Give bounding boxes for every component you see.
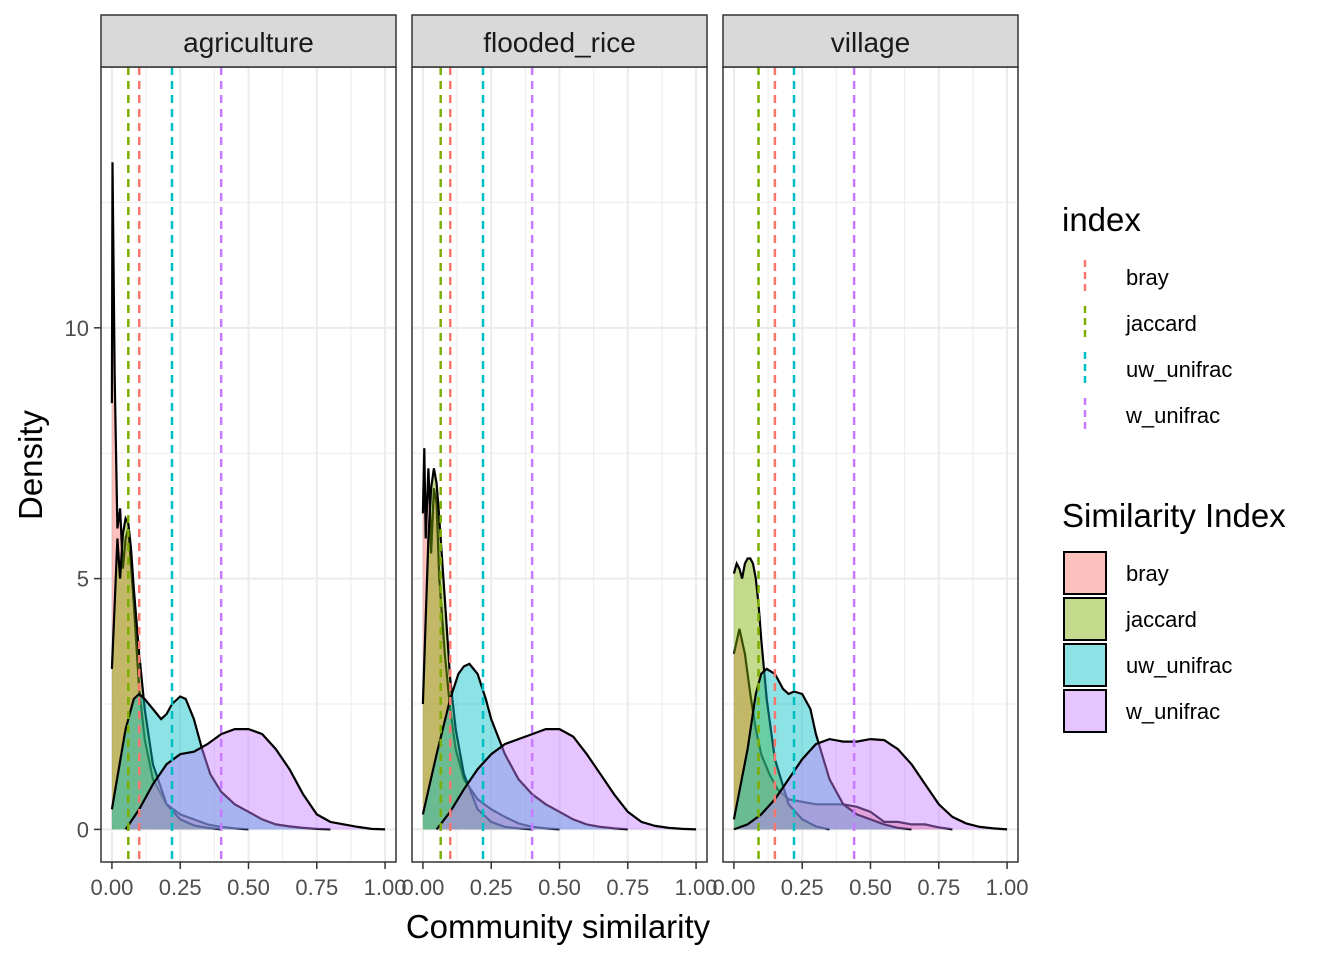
density-line-bray	[732, 628, 953, 831]
legend-swatch-bg	[1064, 598, 1106, 640]
x-tick-label: 0.50	[849, 875, 892, 900]
legend-index-label-uw_unifrac: uw_unifrac	[1126, 357, 1232, 382]
panel-content	[421, 67, 697, 862]
density-area-uw_unifrac	[733, 668, 912, 830]
density-line-w_unifrac	[124, 728, 386, 831]
legend-swatch-bg	[1064, 644, 1106, 686]
density-line-uw_unifrac	[732, 667, 912, 831]
facet-strip	[722, 14, 1019, 68]
x-tick-label: 0.00	[91, 875, 134, 900]
y-tick-label: 5	[77, 567, 89, 592]
panel-content	[732, 67, 1008, 862]
facet-strip	[411, 14, 708, 68]
legend-index-label-bray: bray	[1126, 265, 1169, 290]
legend-swatch-bray	[1063, 551, 1107, 595]
facet-strip-label: agriculture	[183, 27, 314, 58]
x-tick-label: 0.00	[713, 875, 756, 900]
x-tick-label: 0.75	[295, 875, 338, 900]
density-line-jaccard	[421, 468, 533, 831]
x-tick-label: 0.75	[606, 875, 649, 900]
legend-index-title: index	[1062, 201, 1141, 238]
density-area-jaccard	[111, 518, 222, 830]
legend-index-label-w_unifrac: w_unifrac	[1125, 403, 1220, 428]
legend-similarity-index: Similarity Index bray jaccard uw_unifrac w_…	[1062, 497, 1286, 733]
density-area-w_unifrac	[733, 739, 1008, 830]
density-line-jaccard	[110, 515, 222, 831]
legend-swatch-jaccard	[1063, 597, 1107, 641]
y-axis-title: Density	[12, 409, 49, 520]
y-axis: 0 5 10	[65, 316, 101, 842]
density-area-w_unifrac	[436, 729, 697, 830]
density-line-uw_unifrac	[110, 692, 331, 831]
x-tick-label: 1.00	[675, 875, 718, 900]
density-area-bray	[111, 162, 249, 830]
panel-content	[110, 67, 386, 862]
x-tick-label: 0.25	[781, 875, 824, 900]
density-line-uw_unifrac	[421, 662, 628, 831]
x-tick-label: 1.00	[986, 875, 1029, 900]
x-tick-label: 0.25	[159, 875, 202, 900]
density-line-w_unifrac	[435, 728, 697, 831]
facet-panel-flooded_rice: flooded_rice 0.00 0.25 0.50 0.75 1.00	[402, 14, 718, 900]
legend-fill-label-w_unifrac: w_unifrac	[1125, 699, 1220, 724]
density-area-bray	[422, 448, 560, 830]
facet-panel-village: village 0.00 0.25 0.50 0.75 1.00	[713, 14, 1029, 900]
legend-swatch-bg	[1064, 690, 1106, 732]
density-line-bray	[421, 448, 560, 831]
x-axis-title: Community similarity	[406, 908, 711, 945]
legend-fill-title: Similarity Index	[1062, 497, 1286, 534]
legend-swatch-uw_unifrac	[1063, 643, 1107, 687]
x-tick-label: 0.50	[538, 875, 581, 900]
x-tick-label: 1.00	[364, 875, 407, 900]
legend-index-label-jaccard: jaccard	[1125, 311, 1197, 336]
facet-panel-agriculture: agriculture 0.00 0.25 0.50 0.75 1.00	[91, 14, 407, 900]
facet-strip-label: flooded_rice	[483, 27, 636, 58]
x-tick-label: 0.50	[227, 875, 270, 900]
y-tick-label: 0	[77, 817, 89, 842]
legend-swatch-bg	[1064, 552, 1106, 594]
density-area-bray	[733, 628, 953, 830]
density-area-w_unifrac	[125, 729, 386, 830]
facet-strip	[100, 14, 397, 68]
density-area-uw_unifrac	[422, 663, 628, 830]
x-tick-label: 0.00	[402, 875, 445, 900]
legend-swatch-w_unifrac	[1063, 689, 1107, 733]
density-line-w_unifrac	[733, 737, 1008, 831]
legend-fill-label-uw_unifrac: uw_unifrac	[1126, 653, 1232, 678]
y-tick-label: 10	[65, 316, 89, 341]
x-tick-label: 0.25	[470, 875, 513, 900]
facet-strip-label: village	[831, 27, 910, 58]
density-area-uw_unifrac	[111, 694, 331, 830]
legend-index: index bray jaccard uw_unifrac w_unifrac	[1062, 201, 1232, 432]
density-area-jaccard	[733, 558, 830, 830]
legend-fill-label-jaccard: jaccard	[1125, 607, 1197, 632]
legend-fill-label-bray: bray	[1126, 561, 1169, 586]
x-tick-label: 0.75	[917, 875, 960, 900]
